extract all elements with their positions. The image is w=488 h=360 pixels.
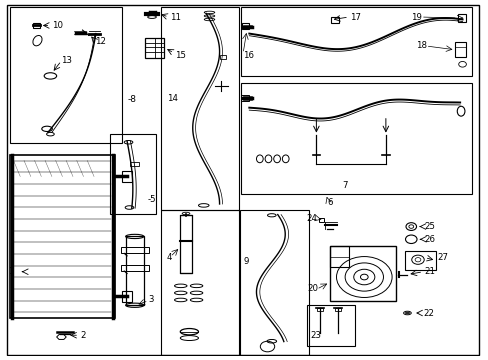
Bar <box>329 246 348 267</box>
Bar <box>239 210 308 355</box>
Bar <box>122 291 132 302</box>
Bar <box>180 215 191 274</box>
Bar <box>334 308 340 311</box>
Bar <box>317 308 323 311</box>
Text: 17: 17 <box>350 13 361 22</box>
Bar <box>319 218 324 222</box>
Bar <box>241 23 249 30</box>
Bar <box>160 210 238 355</box>
Bar <box>404 251 435 270</box>
Bar <box>33 23 40 28</box>
Text: 22: 22 <box>423 309 433 318</box>
Bar <box>122 171 132 182</box>
Bar <box>125 237 143 305</box>
Bar <box>241 95 248 101</box>
Bar <box>454 42 465 57</box>
Text: 16: 16 <box>243 51 254 60</box>
Bar <box>240 83 471 194</box>
Bar <box>457 14 466 22</box>
Text: 3: 3 <box>148 296 154 305</box>
Text: 2: 2 <box>81 331 86 340</box>
Text: 12: 12 <box>95 37 106 46</box>
Text: 6: 6 <box>326 198 332 207</box>
Text: 23: 23 <box>309 331 321 340</box>
Text: -8: -8 <box>127 95 136 104</box>
Bar <box>240 7 471 76</box>
Text: 27: 27 <box>437 253 447 262</box>
Text: 15: 15 <box>175 51 186 60</box>
Text: 1: 1 <box>8 267 14 276</box>
Text: 4: 4 <box>166 253 172 262</box>
Text: 19: 19 <box>410 13 421 22</box>
Bar <box>145 38 164 58</box>
Bar <box>10 7 122 143</box>
Text: 25: 25 <box>424 222 435 231</box>
Bar <box>130 162 139 166</box>
Text: 18: 18 <box>415 41 426 50</box>
Text: 10: 10 <box>52 21 63 30</box>
Text: 24: 24 <box>305 213 317 222</box>
Text: 14: 14 <box>166 94 178 103</box>
Bar <box>160 7 238 210</box>
Text: 21: 21 <box>424 267 435 276</box>
Text: 20: 20 <box>307 284 318 293</box>
Text: 7: 7 <box>342 181 347 190</box>
Text: -5: -5 <box>147 195 156 204</box>
Text: 11: 11 <box>170 13 181 22</box>
Bar <box>121 265 148 271</box>
Text: 26: 26 <box>424 235 435 244</box>
Bar <box>10 155 115 318</box>
Bar <box>330 17 339 23</box>
Bar <box>121 247 148 253</box>
Text: 9: 9 <box>243 257 248 266</box>
Text: 13: 13 <box>61 55 72 64</box>
Bar <box>306 305 354 346</box>
Bar <box>110 134 156 213</box>
Bar <box>219 55 226 59</box>
Bar <box>329 246 395 301</box>
